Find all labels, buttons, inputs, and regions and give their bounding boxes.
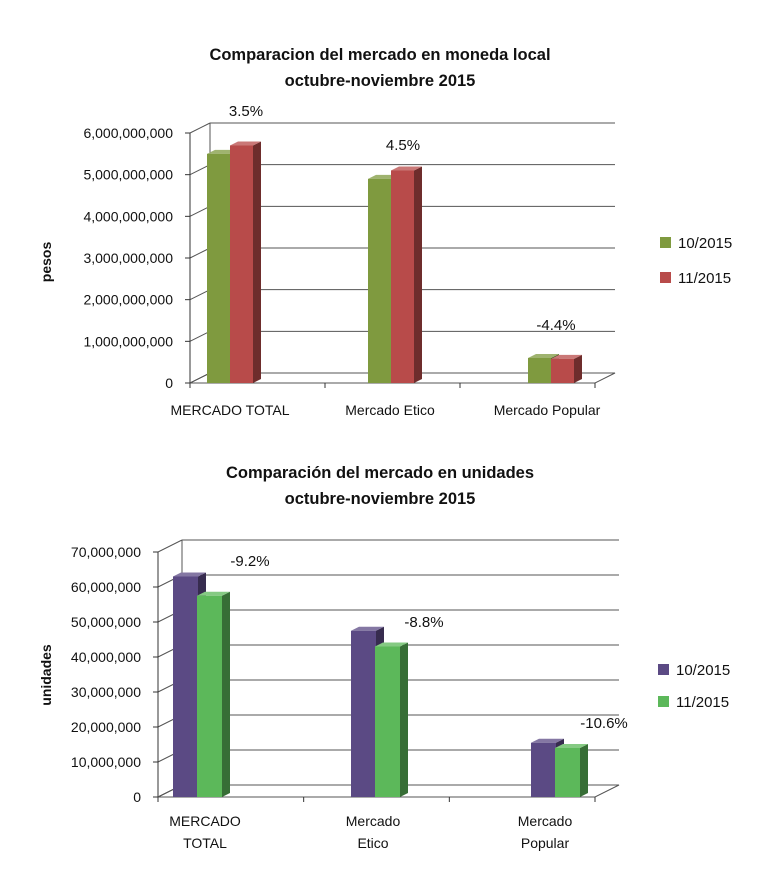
y-tick-label: 60,000,000: [71, 579, 141, 595]
bar-top: [173, 572, 206, 577]
change-percent-label: 4.5%: [386, 137, 420, 154]
bar: [351, 630, 376, 797]
y-tick-label: 2,000,000,000: [83, 292, 173, 308]
gridline-depth: [157, 539, 183, 553]
bar-side: [580, 744, 588, 797]
y-tick-label: 10,000,000: [71, 754, 141, 770]
bar-side: [253, 141, 261, 383]
gridline-depth: [189, 289, 211, 301]
y-tick-label: 5,000,000,000: [83, 167, 173, 183]
x-category-label: Popular: [521, 835, 570, 851]
bar-top: [551, 354, 582, 359]
y-tick-label: 0: [133, 789, 141, 805]
bar: [528, 358, 551, 383]
y-tick-label: 20,000,000: [71, 719, 141, 735]
change-percent-label: 3.5%: [229, 103, 263, 120]
legend-label: 10/2015: [678, 235, 732, 252]
x-category-label: Mercado: [518, 813, 573, 829]
bar: [173, 576, 198, 797]
x-category-label: Mercado: [346, 813, 401, 829]
legend-swatch: [658, 664, 669, 675]
x-category-label: MERCADO: [169, 813, 241, 829]
bar-side: [400, 642, 408, 797]
bar-top: [555, 744, 588, 748]
gridline-depth: [189, 122, 211, 134]
bar: [375, 646, 400, 797]
y-tick-label: 3,000,000,000: [83, 250, 173, 266]
y-tick-label: 4,000,000,000: [83, 208, 173, 224]
chart2-plot: 0 10,000,000 20,000,000 30,000,000 40,000,00…: [71, 539, 730, 851]
y-tick-label: 30,000,000: [71, 684, 141, 700]
legend-label: 11/2015: [678, 270, 731, 287]
x-category-label: MERCADO TOTAL: [170, 402, 289, 418]
bar-top: [230, 141, 261, 146]
y-tick-label: 70,000,000: [71, 544, 141, 560]
bar-top: [531, 738, 564, 743]
y-tick-label: 50,000,000: [71, 614, 141, 630]
chart1-subtitle: octubre-noviembre 2015: [285, 72, 476, 90]
bar-top: [351, 626, 384, 631]
chart2-y-axis-label: unidades: [38, 644, 54, 706]
chart2-subtitle: octubre-noviembre 2015: [285, 490, 476, 508]
bar: [391, 170, 414, 383]
change-percent-label: -9.2%: [230, 553, 269, 570]
legend-swatch: [660, 237, 671, 248]
x-category-label: Mercado Etico: [345, 402, 435, 418]
chart1-title: Comparacion del mercado en moneda local: [209, 46, 550, 64]
gridline-depth: [189, 164, 211, 176]
bar-top: [391, 166, 422, 171]
change-percent-label: -4.4%: [536, 317, 575, 334]
bar: [230, 145, 253, 383]
gridline-depth: [189, 330, 211, 342]
y-tick-label: 40,000,000: [71, 649, 141, 665]
gridline-depth: [189, 247, 211, 259]
chart2-title: Comparación del mercado en unidades: [226, 464, 534, 482]
bar-side: [222, 591, 230, 797]
x-category-label: TOTAL: [183, 835, 227, 851]
bar: [197, 595, 222, 797]
bar: [531, 742, 556, 797]
gridline-depth: [189, 205, 211, 217]
legend-label: 10/2015: [676, 662, 730, 679]
change-percent-label: -8.8%: [404, 614, 443, 631]
bar-top: [528, 354, 559, 358]
bar: [368, 178, 391, 383]
legend-swatch: [658, 696, 669, 707]
chart1-plot: 0 1,000,000,000 2,000,000,000 3,000,000,000…: [83, 103, 732, 418]
bar-side: [574, 354, 582, 383]
bar-side: [414, 166, 422, 383]
legend-label: 11/2015: [676, 694, 729, 711]
bar-top: [375, 642, 408, 647]
x-category-label: Etico: [357, 835, 388, 851]
bar: [207, 153, 230, 383]
legend-swatch: [660, 272, 671, 283]
chart1-y-axis-label: pesos: [38, 242, 54, 283]
y-tick-label: 1,000,000,000: [83, 333, 173, 349]
y-tick-label: 6,000,000,000: [83, 125, 173, 141]
change-percent-label: -10.6%: [580, 715, 628, 732]
bar: [555, 748, 580, 797]
y-tick-label: 0: [165, 375, 173, 391]
x-category-label: Mercado Popular: [494, 402, 601, 418]
bar: [551, 358, 574, 383]
bar-top: [197, 591, 230, 596]
